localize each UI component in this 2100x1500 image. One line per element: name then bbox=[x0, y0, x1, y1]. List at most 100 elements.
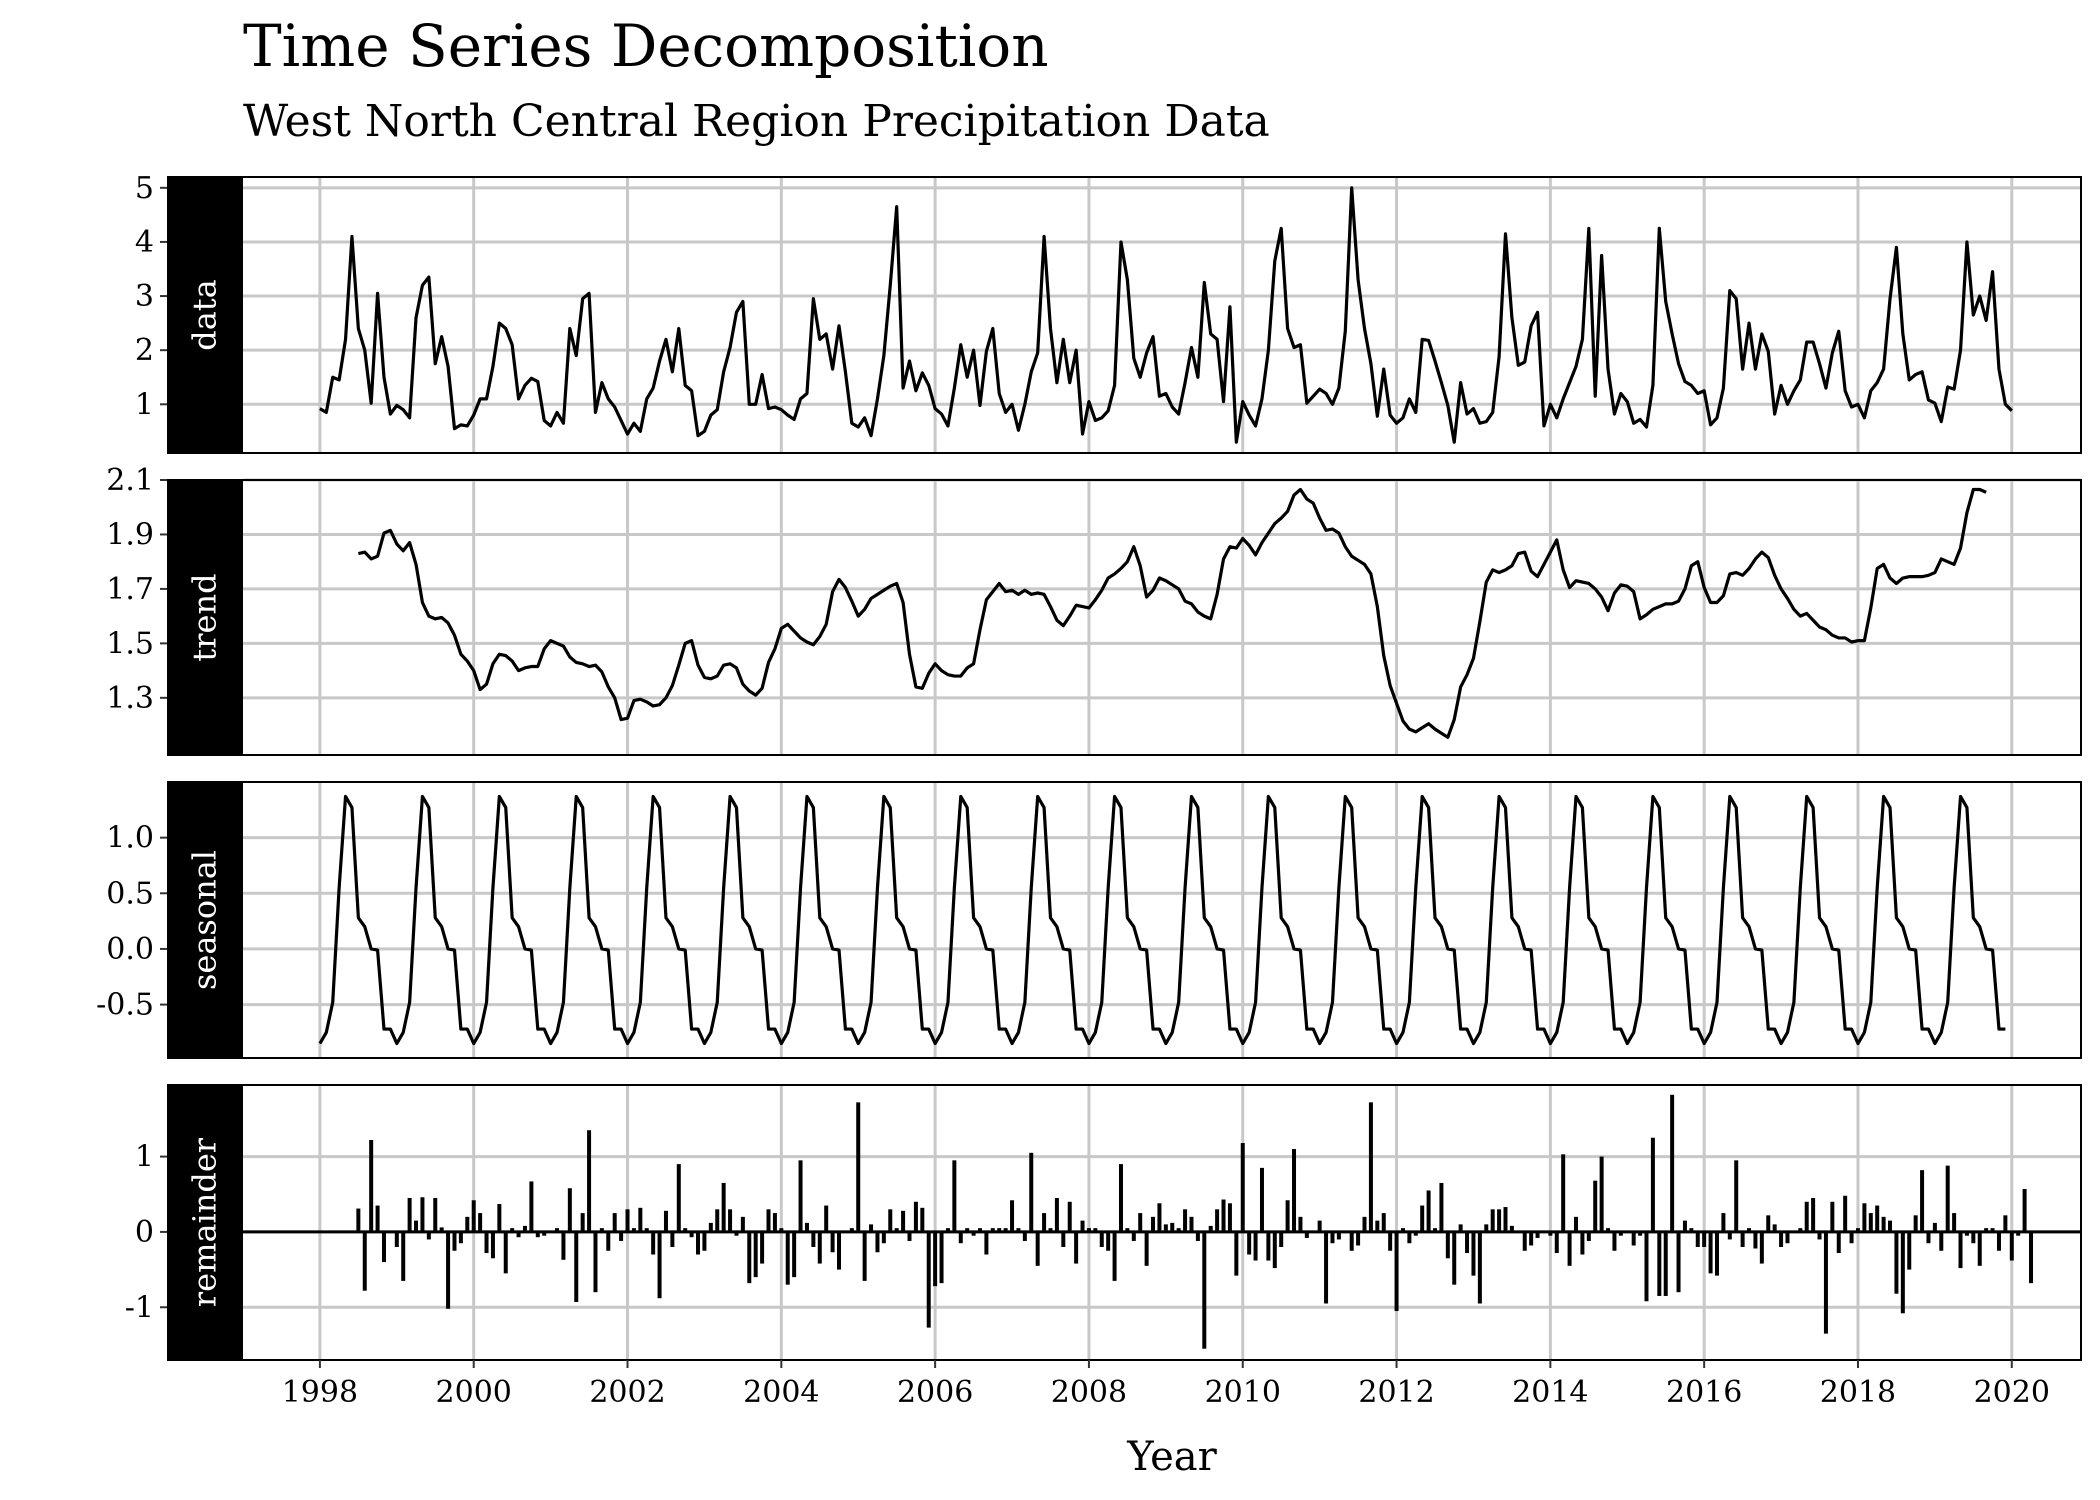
remainder-bar bbox=[734, 1231, 739, 1236]
remainder-bar bbox=[1176, 1228, 1181, 1232]
remainder-bar bbox=[638, 1207, 643, 1232]
remainder-bar bbox=[920, 1207, 925, 1232]
remainder-bar bbox=[1926, 1231, 1931, 1244]
remainder-bar bbox=[1907, 1231, 1912, 1270]
remainder-bar bbox=[1996, 1231, 2001, 1251]
remainder-bar bbox=[1003, 1228, 1008, 1232]
remainder-bar bbox=[1433, 1228, 1438, 1232]
remainder-bar bbox=[1157, 1203, 1162, 1232]
remainder-bar bbox=[772, 1213, 777, 1232]
remainder-bar bbox=[555, 1228, 560, 1232]
strip-label-data: data bbox=[186, 279, 224, 351]
remainder-bar bbox=[503, 1231, 508, 1274]
remainder-bar bbox=[1420, 1205, 1425, 1232]
x-tick-label: 2018 bbox=[1820, 1375, 1896, 1410]
remainder-bar bbox=[439, 1227, 444, 1232]
remainder-bar bbox=[522, 1225, 527, 1232]
remainder-bar bbox=[830, 1231, 835, 1253]
remainder-bar bbox=[1388, 1231, 1393, 1251]
remainder-bar bbox=[1016, 1228, 1021, 1232]
strip-background bbox=[168, 782, 243, 1058]
strip-background bbox=[168, 480, 243, 755]
remainder-bar bbox=[1048, 1228, 1053, 1232]
panel-border bbox=[167, 479, 2082, 756]
remainder-bar bbox=[1804, 1201, 1809, 1232]
remainder-bar bbox=[1394, 1231, 1399, 1312]
strip-background bbox=[168, 177, 243, 453]
y-tick-label: -0.5 bbox=[96, 988, 154, 1023]
remainder-bar bbox=[1868, 1213, 1873, 1232]
remainder-bar bbox=[696, 1231, 701, 1255]
remainder-bar bbox=[747, 1231, 752, 1284]
remainder-bar bbox=[478, 1213, 483, 1232]
remainder-bar bbox=[2009, 1231, 2014, 1261]
remainder-bar bbox=[869, 1224, 874, 1232]
remainder-bar bbox=[1022, 1231, 1027, 1241]
remainder-bar bbox=[1304, 1231, 1309, 1238]
y-tick-label: 1.3 bbox=[106, 681, 154, 716]
x-tick-label: 2006 bbox=[897, 1375, 973, 1410]
remainder-bar bbox=[1375, 1220, 1380, 1232]
remainder-bar bbox=[888, 1209, 893, 1232]
remainder-bar bbox=[1144, 1231, 1149, 1266]
remainder-bar bbox=[1439, 1182, 1444, 1232]
y-tick-label: 5 bbox=[135, 171, 154, 206]
remainder-bar bbox=[1400, 1228, 1405, 1232]
remainder-bar bbox=[1272, 1231, 1277, 1269]
remainder-bar bbox=[1529, 1231, 1534, 1246]
remainder-bar bbox=[1823, 1231, 1828, 1334]
remainder-bar bbox=[1042, 1213, 1047, 1232]
remainder-bar bbox=[1118, 1164, 1123, 1232]
remainder-bar bbox=[458, 1231, 463, 1244]
remainder-bar bbox=[721, 1182, 726, 1232]
panel-background bbox=[243, 1085, 2081, 1360]
x-tick-label: 2014 bbox=[1512, 1375, 1588, 1410]
remainder-bar bbox=[907, 1231, 912, 1241]
remainder-bar bbox=[1817, 1231, 1822, 1240]
remainder-bar bbox=[1112, 1231, 1117, 1281]
panel-data: 1 2 3 4 5 data bbox=[135, 171, 2082, 454]
remainder-bar bbox=[1208, 1225, 1213, 1232]
remainder-bar bbox=[837, 1231, 841, 1270]
remainder-bar bbox=[625, 1209, 630, 1232]
remainder-bar bbox=[1657, 1231, 1662, 1296]
remainder-bar bbox=[1670, 1094, 1675, 1232]
remainder-bar bbox=[1535, 1231, 1540, 1238]
remainder-bar bbox=[1227, 1203, 1232, 1232]
remainder-bar bbox=[1336, 1231, 1341, 1240]
x-tick-label: 2002 bbox=[589, 1375, 665, 1410]
remainder-bar bbox=[1099, 1231, 1104, 1247]
remainder-bar bbox=[1811, 1198, 1816, 1232]
remainder-bar bbox=[1740, 1231, 1745, 1247]
remainder-bar bbox=[1054, 1198, 1059, 1232]
y-tick-label: 1 bbox=[135, 387, 154, 422]
remainder-bar bbox=[381, 1231, 386, 1263]
remainder-bar bbox=[1477, 1231, 1482, 1304]
y-tick-label: 1.5 bbox=[106, 626, 154, 661]
remainder-bar bbox=[1977, 1231, 1982, 1266]
remainder-bar bbox=[465, 1216, 470, 1232]
remainder-bar bbox=[657, 1231, 662, 1299]
remainder-bar bbox=[1458, 1224, 1463, 1232]
remainder-bar bbox=[407, 1198, 412, 1232]
y-tick-label: 3 bbox=[135, 279, 154, 314]
remainder-bar bbox=[606, 1231, 611, 1251]
remainder-bar bbox=[766, 1209, 771, 1232]
remainder-bar bbox=[1618, 1231, 1623, 1236]
remainder-bar bbox=[1971, 1231, 1976, 1244]
remainder-bar bbox=[824, 1205, 829, 1232]
remainder-bar bbox=[1202, 1231, 1207, 1349]
remainder-bar bbox=[2003, 1215, 2008, 1232]
chart-subtitle: West North Central Region Precipitation … bbox=[243, 96, 1270, 147]
remainder-bar bbox=[990, 1228, 995, 1232]
remainder-bar bbox=[958, 1231, 963, 1244]
strip-label-trend: trend bbox=[186, 573, 224, 661]
remainder-bar bbox=[1798, 1228, 1803, 1232]
x-tick-label: 2000 bbox=[436, 1375, 512, 1410]
remainder-bar bbox=[516, 1231, 521, 1238]
remainder-bar bbox=[1317, 1220, 1322, 1232]
panel-background bbox=[243, 480, 2081, 755]
remainder-bar bbox=[1855, 1228, 1860, 1232]
remainder-bar bbox=[1631, 1231, 1636, 1246]
